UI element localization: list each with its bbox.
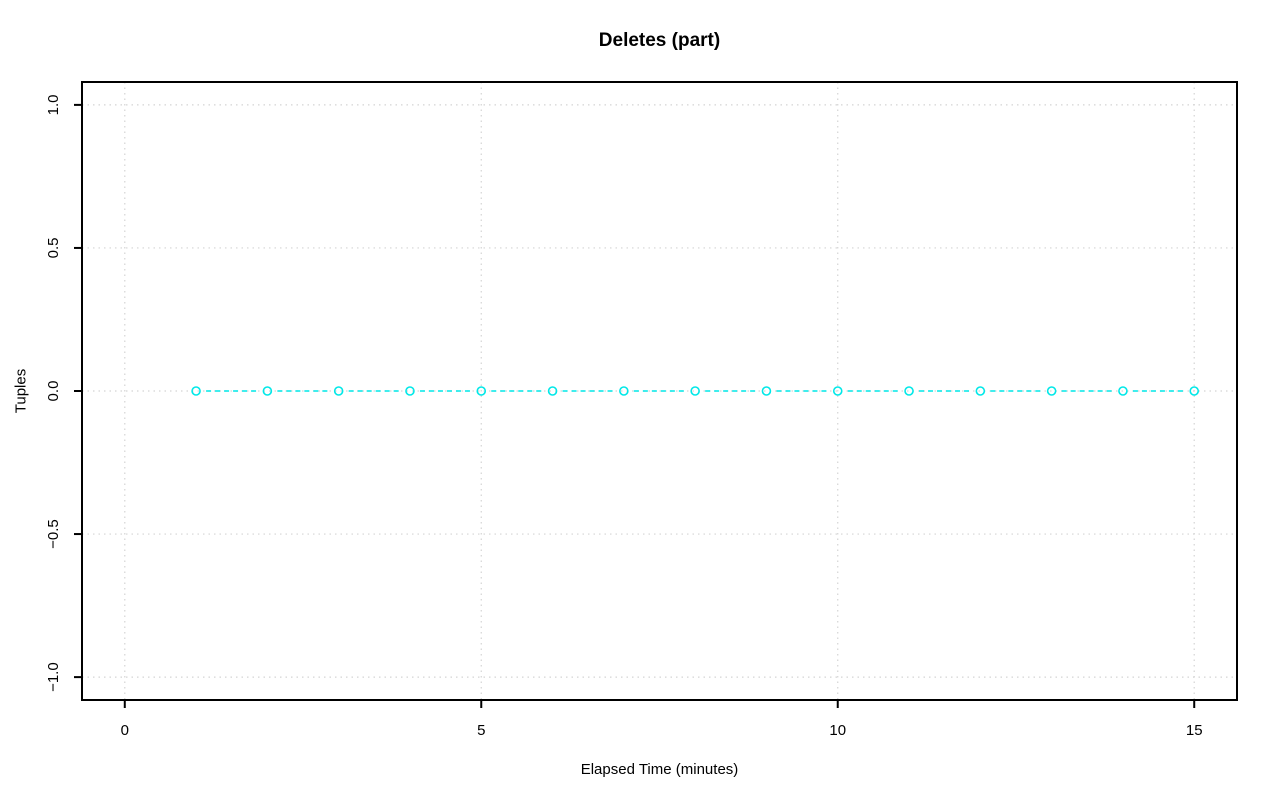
gridlines [82, 82, 1237, 700]
data-point [476, 386, 487, 396]
data-point [191, 386, 201, 396]
plot-box [81, 81, 1238, 701]
data-point [1118, 386, 1128, 396]
series-deletes [191, 386, 1200, 396]
data-point [832, 386, 843, 396]
y-tick-label: 0.0 [45, 381, 62, 402]
chart-title: Deletes (part) [598, 30, 721, 51]
data-point [761, 386, 772, 396]
data-point [547, 386, 558, 396]
x-tick-label: 5 [477, 722, 485, 739]
x-tick-label: 15 [1186, 722, 1203, 739]
tick-labels: 0 5 10 15 −1.0 −0.5 0.0 0.5 1.0 [45, 94, 1203, 739]
y-tick-label: −0.5 [45, 519, 62, 549]
data-point [619, 386, 629, 396]
y-tick-label: 0.5 [45, 238, 62, 259]
data-point [262, 386, 273, 396]
x-axis-label: Elapsed Time (minutes) [580, 761, 739, 778]
data-point [405, 386, 415, 396]
data-point [975, 386, 986, 396]
data-point [904, 386, 914, 396]
y-tick-label: −1.0 [45, 662, 62, 692]
y-tick-label: 1.0 [45, 94, 62, 115]
data-point [333, 386, 344, 396]
y-axis-label: Tuples [12, 368, 30, 414]
data-point [1046, 386, 1057, 396]
data-point [1189, 386, 1200, 396]
x-tick-label: 0 [121, 722, 129, 739]
x-tick-label: 10 [829, 722, 846, 739]
axis-ticks [74, 103, 1196, 708]
data-point [690, 386, 700, 396]
